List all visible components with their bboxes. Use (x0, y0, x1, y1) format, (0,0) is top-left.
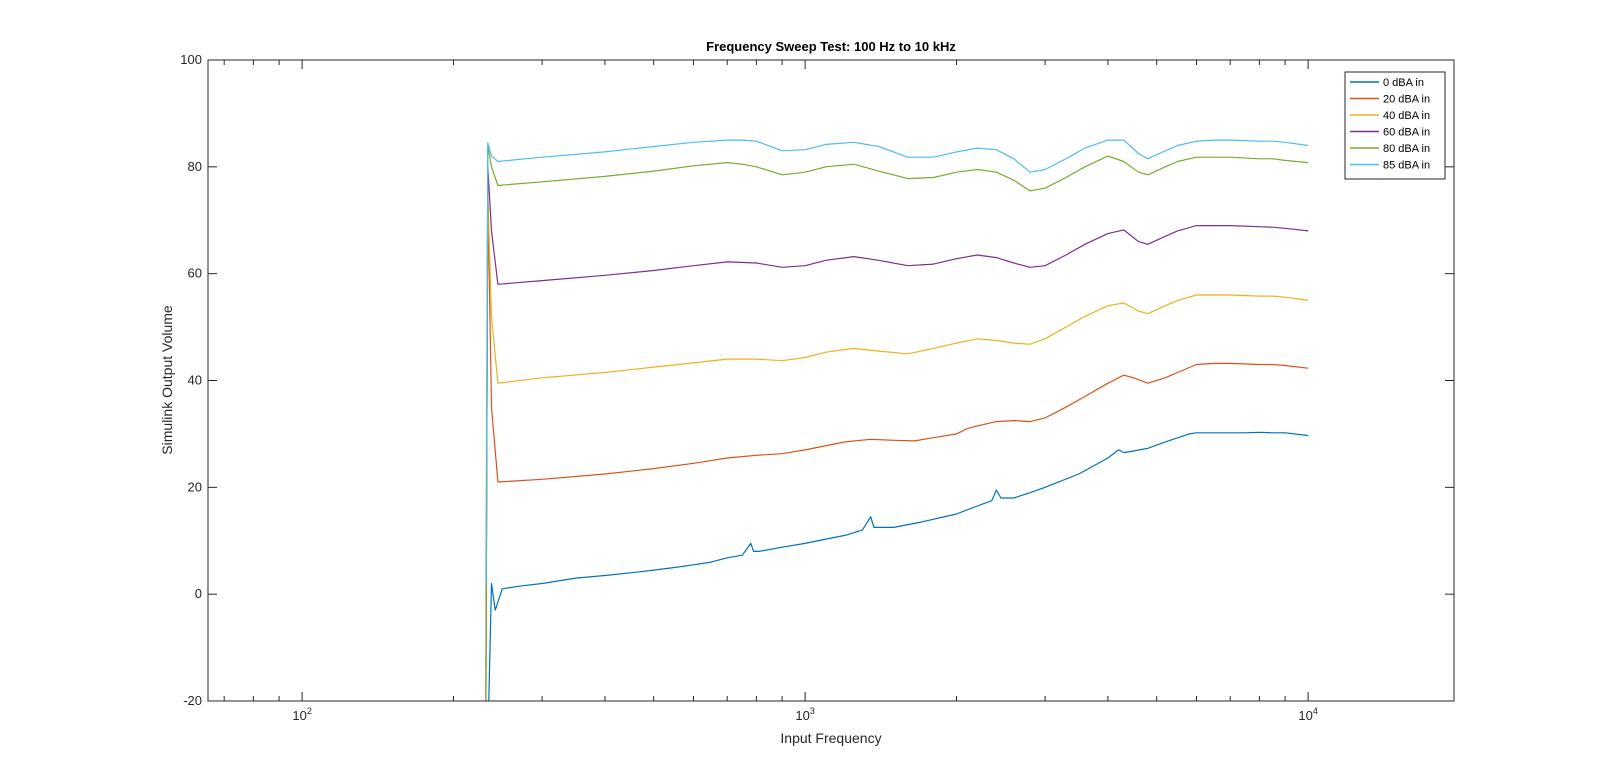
y-tick-label-20: 20 (188, 479, 202, 494)
legend-label-3: 60 dBA in (1383, 127, 1430, 139)
series-line-1 (485, 192, 1309, 670)
y-tick-label--20: -20 (183, 693, 202, 708)
series-layer (485, 139, 1309, 701)
y-tick-label-80: 80 (188, 159, 202, 174)
plot-area-border (207, 59, 1455, 702)
series-line-3 (485, 166, 1309, 701)
series-line-4 (485, 144, 1309, 701)
legend-box (1344, 71, 1446, 180)
chart-title: Frequency Sweep Test: 100 Hz to 10 kHz (706, 39, 956, 54)
series-line-2 (485, 192, 1309, 701)
legend-label-4: 80 dBA in (1383, 143, 1430, 155)
y-tick-label-100: 100 (180, 52, 202, 67)
y-tick-label-60: 60 (188, 266, 202, 281)
legend: 0 dBA in 20 dBA in 40 dBA in 60 dBA in 80 dB… (1344, 71, 1446, 180)
legend-label-5: 85 dBA in (1383, 160, 1430, 172)
plot-area-background (208, 60, 1454, 701)
x-tick-label-10000: 104 (1298, 706, 1317, 723)
legend-label-0: 0 dBA in (1383, 77, 1424, 89)
series-line-0 (488, 431, 1309, 701)
x-tick-label-100: 102 (292, 706, 311, 723)
legend-label-2: 40 dBA in (1383, 110, 1430, 122)
y-tick-label-40: 40 (188, 373, 202, 388)
y-tick-label-0: 0 (195, 586, 202, 601)
x-tick-label-1000: 103 (795, 706, 814, 723)
series-group (485, 139, 1309, 701)
y-axis-label: Simulink Output Volume (159, 305, 175, 455)
legend-label-1: 20 dBA in (1383, 94, 1430, 106)
series-line-5 (485, 139, 1309, 584)
x-axis-label: Input Frequency (780, 730, 881, 746)
